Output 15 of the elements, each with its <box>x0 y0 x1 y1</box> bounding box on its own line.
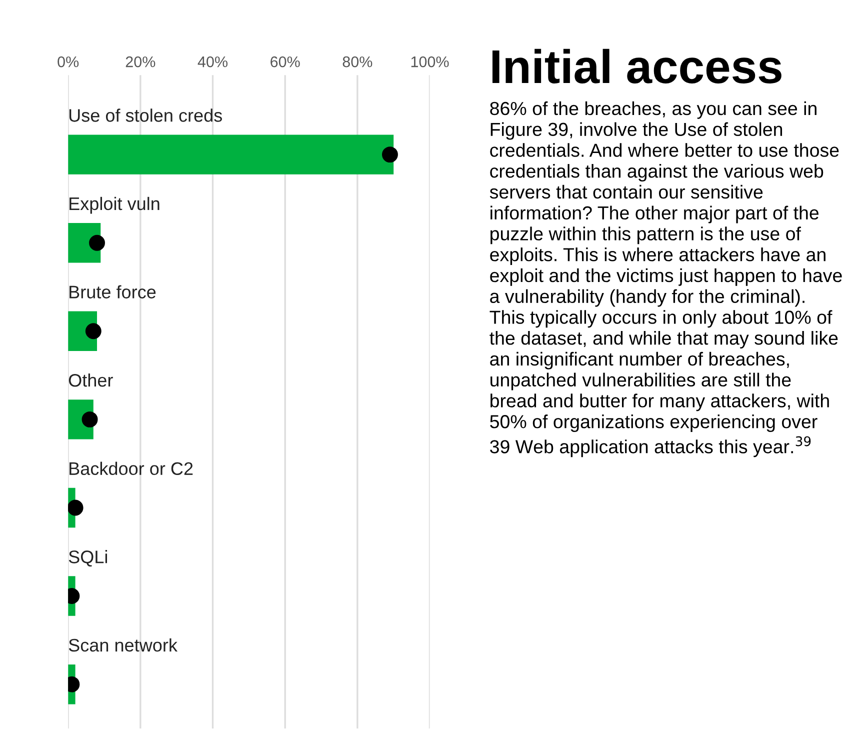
x-tick-label: 100% <box>411 56 449 68</box>
y-tick-label: Backdoor or C2 <box>70 462 193 476</box>
y-tick-label: SQLi <box>68 550 108 567</box>
x-tick-label: 60% <box>270 56 300 68</box>
y-tick-label: Other <box>68 373 113 387</box>
text: Initial access <box>492 48 782 84</box>
text: 86% of the breaches, as you can see in Figure 39, involve the Use of stolen credentials. And where better to use those credentials than against the various web servers that contain our sensitive information? The other major part of the puzzle within this pattern is the use of exploits. This is where attackers have an exploit and the victims just happen to have a vulnerability (handy for the criminal). This typically occurs in only about 10% of the dataset, and while that may sound like an insignificant number of breaches, unpatched vulnerabilities are still the bread and butter for many attackers, with 50% of organizations experiencing over 39 Web application attacks this year.$^{39}$ <box>490 101 842 458</box>
y-tick-label: Use of stolen creds <box>69 108 222 122</box>
y-tick-label: Brute force <box>70 285 156 298</box>
x-tick-label: 40% <box>198 56 228 68</box>
y-tick-label: Exploit vuln <box>70 196 160 214</box>
x-tick-label: 20% <box>126 56 156 68</box>
y-tick-label: Scan network <box>68 638 178 652</box>
x-tick-label: 0% <box>58 56 79 68</box>
x-tick-label: 80% <box>342 56 372 68</box>
